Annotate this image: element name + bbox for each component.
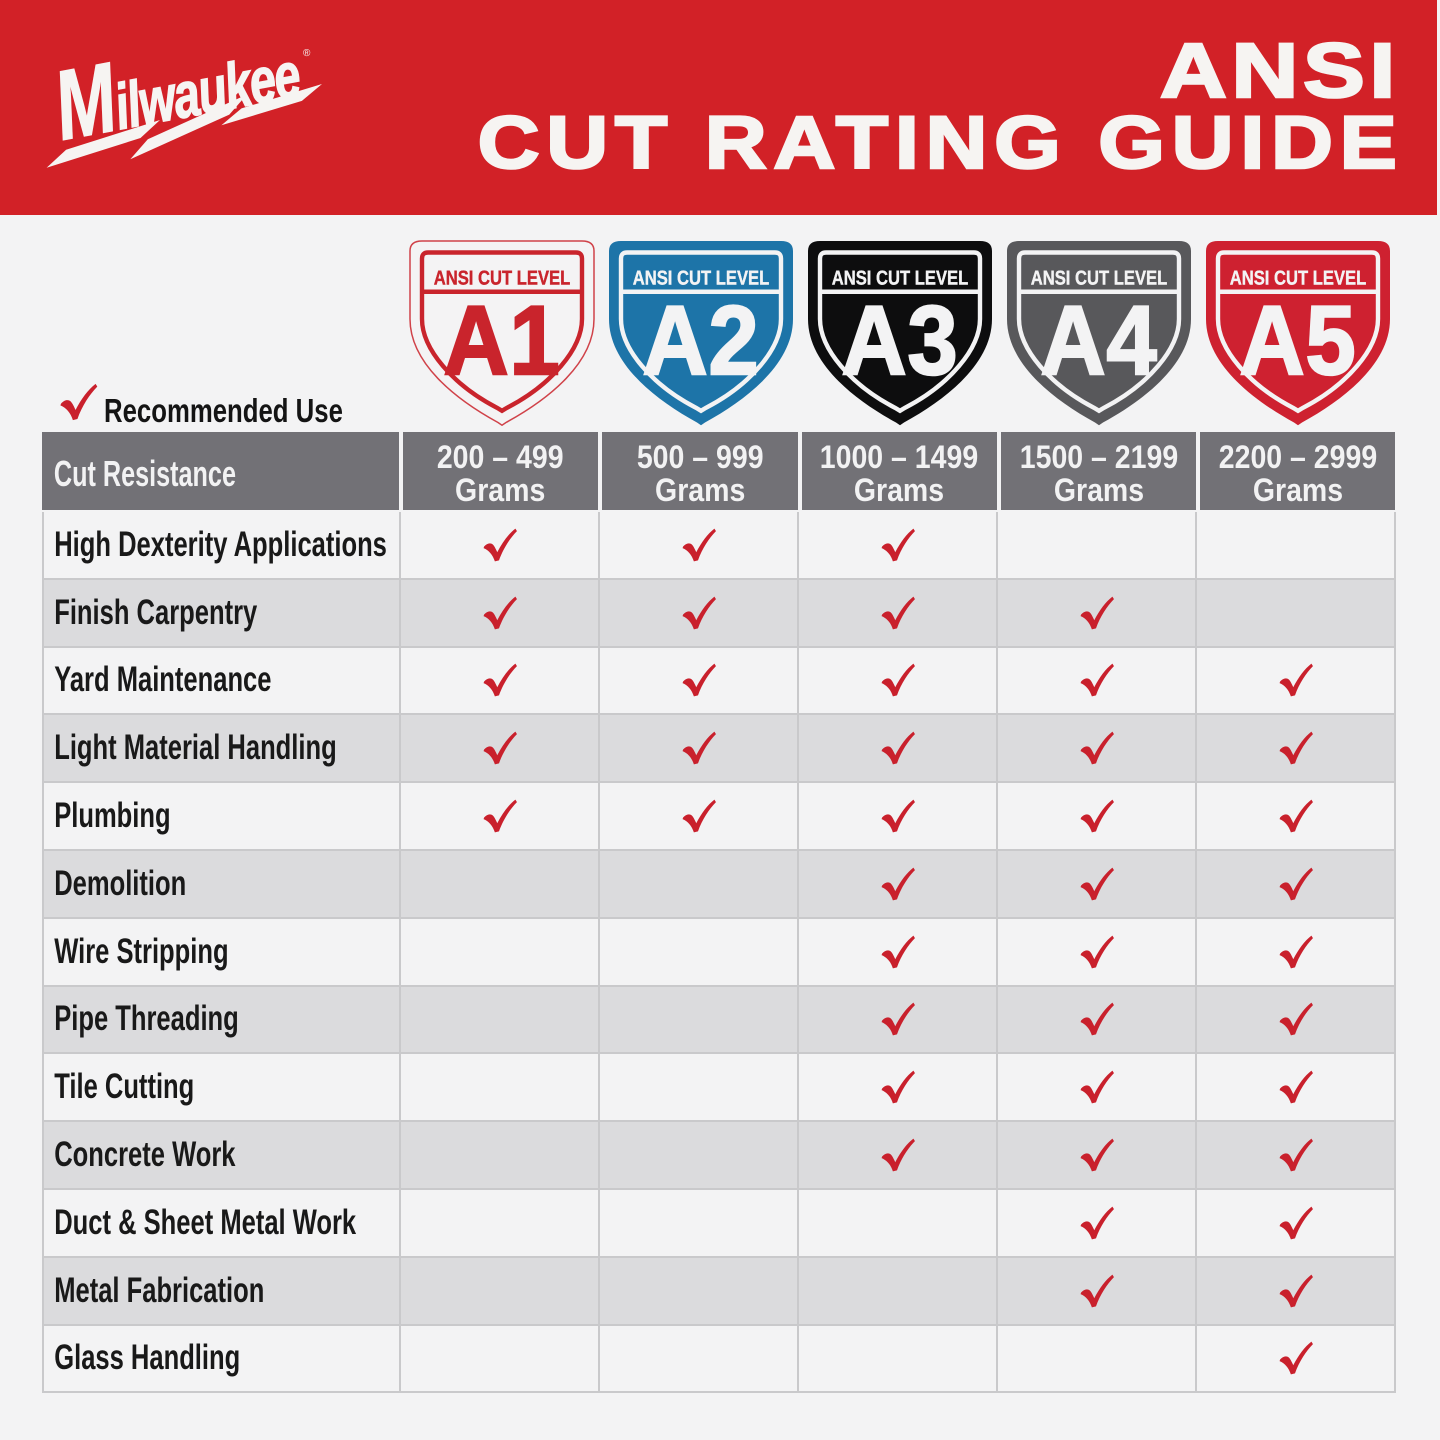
svg-text:ANSI CUT LEVEL: ANSI CUT LEVEL <box>633 267 769 289</box>
svg-text:A4: A4 <box>1040 285 1157 395</box>
svg-text:ANSI CUT LEVEL: ANSI CUT LEVEL <box>1031 267 1167 289</box>
svg-text:Milwaukee: Milwaukee <box>46 30 306 161</box>
svg-text:®: ® <box>303 48 311 59</box>
svg-text:A5: A5 <box>1239 285 1356 395</box>
svg-text:ANSI CUT LEVEL: ANSI CUT LEVEL <box>434 267 570 289</box>
svg-text:ANSI CUT LEVEL: ANSI CUT LEVEL <box>832 267 968 289</box>
svg-text:ANSI CUT LEVEL: ANSI CUT LEVEL <box>1230 267 1366 289</box>
svg-text:A3: A3 <box>841 285 958 395</box>
svg-text:A2: A2 <box>642 285 759 395</box>
svg-text:A1: A1 <box>443 285 560 395</box>
